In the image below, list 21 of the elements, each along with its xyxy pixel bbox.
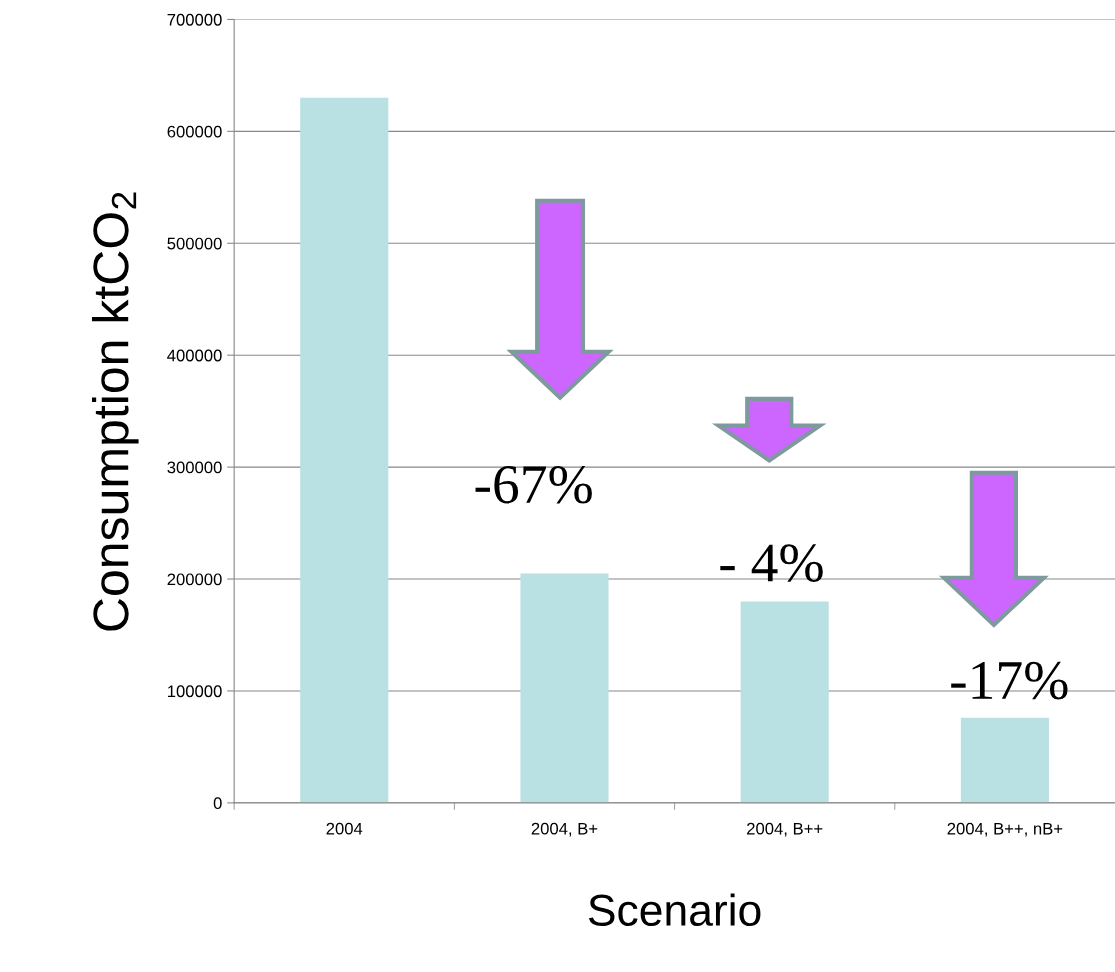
x-axis-title: Scenario — [588, 893, 761, 927]
x-tick-label: 2004, B++, nB+ — [947, 822, 1063, 837]
x-tick-label: 2004, B++ — [747, 822, 823, 837]
annotation: -67% — [475, 465, 592, 504]
y-tick-label: 200000 — [167, 573, 222, 586]
x-tick-label: 2004 — [326, 822, 363, 835]
y-tick-label: 100000 — [168, 685, 222, 698]
bar — [960, 717, 1049, 803]
bar — [520, 573, 609, 803]
bar — [300, 97, 389, 803]
y-tick-label: 500000 — [167, 237, 222, 250]
bar — [740, 601, 829, 803]
x-tick-label: 2004, B+ — [531, 822, 598, 837]
y-axis-title: Consumption ktCO$_{2}$ — [91, 192, 139, 631]
y-tick-label: 300000 — [167, 461, 222, 474]
y-tick-label: 400000 — [167, 349, 222, 362]
annotation: -17% — [951, 661, 1068, 700]
y-tick-label: 600000 — [167, 125, 222, 138]
annotation: - 4% — [720, 544, 823, 582]
y-tick-label: 700000 — [167, 13, 222, 26]
y-tick-label: 0 — [213, 797, 222, 810]
